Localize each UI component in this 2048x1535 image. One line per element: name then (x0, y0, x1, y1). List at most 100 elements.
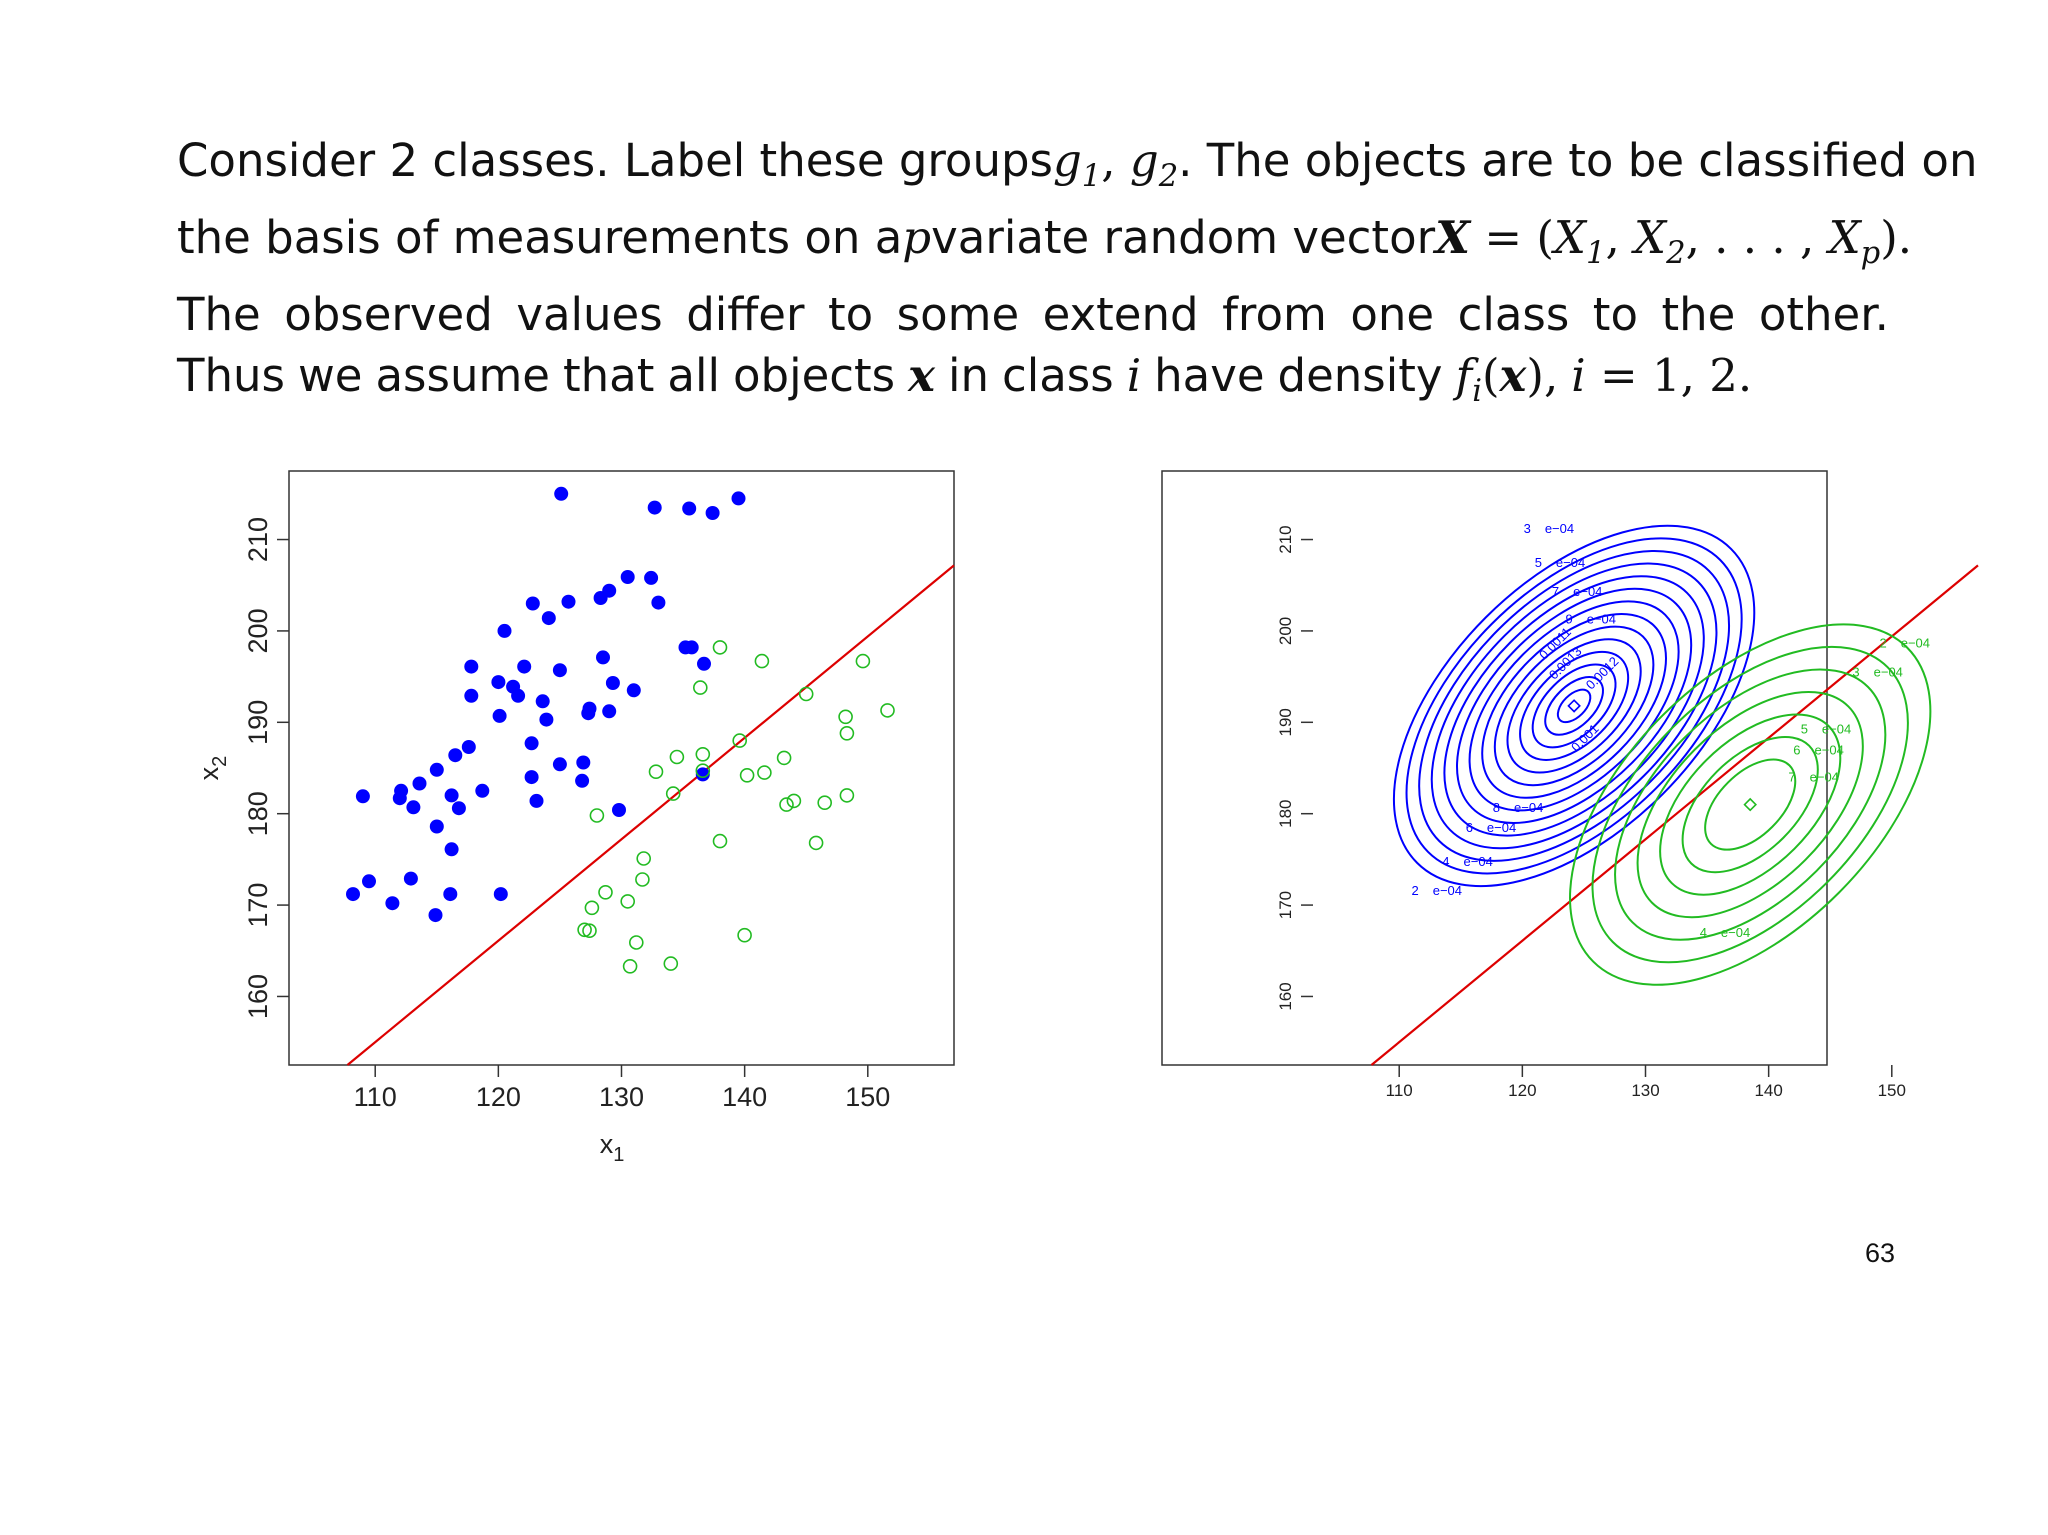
word: assume (375, 349, 550, 402)
data-point-class-1 (464, 659, 479, 674)
data-point-class-2 (839, 725, 855, 741)
word: Thus (177, 349, 285, 402)
contour-label-value: 3 (1852, 665, 1859, 680)
word: extend (1042, 288, 1199, 341)
data-point-class-2 (880, 703, 895, 718)
data-point-class-2 (692, 680, 708, 695)
math-index: i = 1, 2. (1571, 349, 1753, 402)
contour-axes: 110 120 130 140 150 160 170 180 190 200 210 (1276, 525, 1906, 1100)
contour-level (1430, 562, 1718, 850)
word: in (947, 349, 989, 402)
data-point-class-2 (695, 763, 711, 779)
data-point-class-1 (403, 871, 418, 886)
data-point-class-2 (737, 927, 752, 943)
data-point-class-1 (355, 789, 370, 804)
contour-label-exponent: e−04 (1874, 665, 1903, 680)
y-tick-label: 170 (243, 883, 273, 928)
data-point-class-1 (626, 683, 641, 698)
contour-label-value: 7 (1552, 584, 1559, 599)
contour-label-exponent: e−04 (1901, 635, 1930, 650)
contour-level (1506, 638, 1642, 774)
data-point-class-2 (817, 795, 833, 811)
text-segment: Consider 2 classes. Label these groups (177, 134, 1053, 187)
data-point-class-2 (712, 833, 728, 849)
data-point-class-2 (636, 851, 652, 866)
word: other. (1758, 288, 1889, 341)
data-point-class-1 (539, 712, 554, 727)
contour-label-exponent: e−04 (1545, 521, 1574, 536)
data-point-class-2 (786, 793, 802, 809)
contour-label: 4 e−04 (1700, 925, 1751, 940)
contour-label: 4 e−04 (1442, 854, 1493, 869)
data-point-class-2 (622, 958, 638, 974)
data-point-class-1 (497, 623, 512, 638)
data-point-class-1 (461, 740, 476, 754)
contour-label: 3 e−04 (1852, 665, 1903, 680)
data-point-class-2 (598, 884, 613, 900)
density-peak-marker (1743, 797, 1757, 812)
contour-label: 6 e−04 (1793, 742, 1844, 757)
contour-level (1636, 690, 1864, 919)
data-point-class-2 (776, 750, 792, 766)
y-tick-label: 200 (1276, 617, 1295, 645)
contour-label-exponent: e−04 (1587, 612, 1616, 627)
contour-label: 3 e−04 (1524, 521, 1575, 536)
paragraph-line-3: The observed values differ to some exten… (177, 284, 1889, 345)
data-point-class-2 (739, 767, 755, 783)
contour-label: 2 e−04 (1880, 635, 1931, 650)
word: class (1457, 288, 1570, 341)
y-tick-label: 210 (1276, 525, 1295, 553)
data-point-class-1 (429, 762, 444, 777)
word: from (1222, 288, 1327, 341)
contour-label-exponent: e−04 (1822, 721, 1851, 736)
decision-boundary-line (346, 564, 955, 1066)
x-tick-label: 120 (1508, 1081, 1536, 1100)
word: all (667, 349, 720, 402)
axis-label-subscript: 1 (613, 1144, 624, 1166)
contour-level (1556, 688, 1592, 724)
contour-label: 5 e−04 (1801, 721, 1852, 736)
contour-label-value: 6 (1466, 820, 1473, 835)
contour-label-value: 9 (1566, 612, 1573, 627)
data-point-class-2 (732, 733, 748, 748)
y-axis-label-base: x (194, 766, 224, 780)
contour-label-value: 4 (1442, 854, 1449, 869)
data-point-class-1 (394, 783, 409, 798)
data-point-class-1 (385, 896, 400, 911)
math-g1: g1 (1052, 134, 1102, 194)
data-point-class-2 (855, 653, 871, 669)
contour-plot-frame (1161, 470, 1828, 1066)
contour-level (1493, 625, 1655, 787)
data-point-class-1 (612, 803, 626, 817)
y-tick-label: 190 (243, 700, 273, 745)
data-point-class-1 (346, 887, 360, 902)
contour-label-exponent: e−04 (1573, 584, 1602, 599)
data-point-class-1 (647, 500, 662, 515)
data-point-class-1 (451, 801, 466, 816)
data-point-class-1 (448, 748, 463, 763)
data-point-class-1 (492, 708, 507, 723)
data-point-class-2 (582, 923, 597, 939)
data-point-class-2 (754, 653, 770, 669)
y-tick-label: 160 (243, 974, 273, 1019)
word: to (827, 288, 874, 341)
contour-label: 5 e−04 (1535, 555, 1586, 570)
contour-level (1392, 524, 1756, 888)
contour-label: 8 e−04 (1493, 800, 1544, 815)
contour-label-value: 2 (1880, 635, 1887, 650)
data-point-class-1 (444, 842, 459, 857)
paragraph-line-1: Consider 2 classes. Label these groups g… (177, 130, 1977, 207)
data-point-class-1 (428, 908, 443, 923)
data-point-class-1 (529, 793, 544, 808)
data-point-class-2 (839, 788, 855, 803)
x-tick-label: 140 (722, 1082, 767, 1112)
y-tick-label: 210 (243, 517, 273, 562)
contour-level (1591, 645, 1909, 964)
y-tick-label: 160 (1276, 982, 1295, 1010)
x-tick-label: 120 (476, 1082, 521, 1112)
data-point-class-1 (561, 594, 576, 609)
data-point-class-1 (552, 663, 567, 678)
contour-label-exponent: e−04 (1815, 742, 1844, 757)
paragraph: Consider 2 classes. Label these groups g… (177, 130, 1977, 422)
word: one (1350, 288, 1435, 341)
